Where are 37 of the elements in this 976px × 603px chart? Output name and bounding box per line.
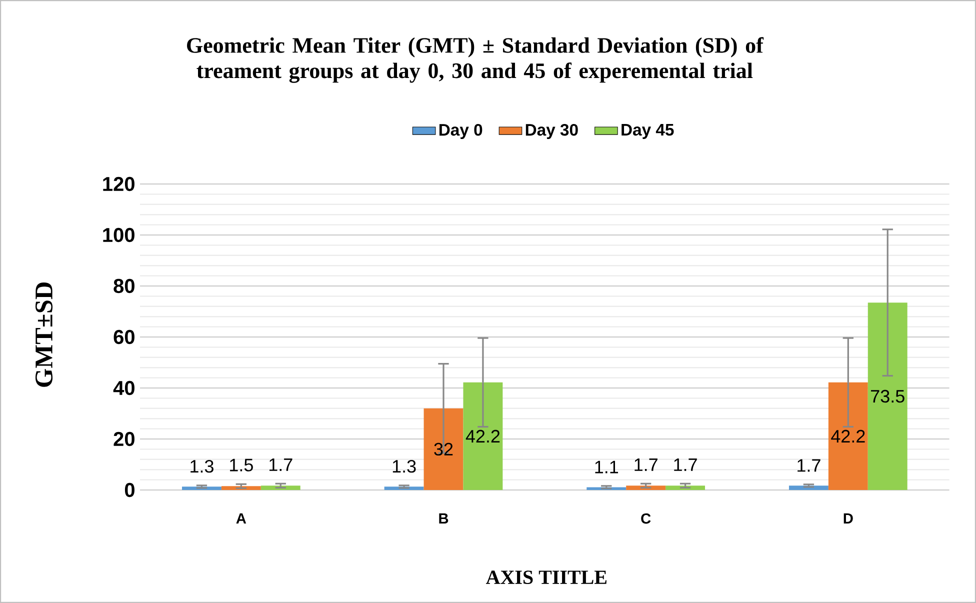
y-tick-label: 120 bbox=[103, 176, 134, 192]
data-label: 1.5 bbox=[230, 458, 253, 472]
bar bbox=[788, 486, 828, 490]
x-axis-title: AXIS TIITLE bbox=[486, 570, 606, 584]
data-label: 1.3 bbox=[190, 460, 214, 473]
y-tick-label: 0 bbox=[124, 482, 134, 498]
data-label: 1.7 bbox=[798, 459, 820, 472]
y-tick-label: 60 bbox=[114, 330, 134, 344]
y-tick-label: 100 bbox=[103, 228, 134, 242]
data-label: 1.1 bbox=[595, 460, 618, 474]
data-label: 1.7 bbox=[269, 458, 292, 471]
y-tick-label: 40 bbox=[113, 380, 134, 396]
bar bbox=[666, 486, 706, 490]
y-axis-title: GMT±SD bbox=[36, 282, 53, 387]
data-label: 32 bbox=[434, 442, 453, 456]
bar bbox=[626, 486, 666, 490]
chart-title: Geometric Mean Titer (GMT) ± Standard Deviation (SD) of treament groups at day 0, 30 and 45 of experemental trial bbox=[187, 37, 764, 83]
legend-label: Day 45 bbox=[622, 124, 674, 139]
x-tick-label: D bbox=[844, 513, 853, 524]
y-tick-label: 20 bbox=[114, 432, 134, 446]
x-tick-label: C bbox=[641, 513, 651, 524]
bar bbox=[868, 302, 908, 490]
data-label: 42.2 bbox=[831, 430, 865, 442]
bar bbox=[221, 486, 261, 490]
data-label: 1.7 bbox=[674, 458, 697, 471]
x-tick-label: A bbox=[236, 513, 246, 524]
data-label: 1.3 bbox=[392, 460, 416, 473]
x-tick-label: B bbox=[439, 513, 448, 524]
bar bbox=[828, 382, 868, 490]
data-label: 73.5 bbox=[871, 390, 904, 403]
y-tick-label: 80 bbox=[114, 278, 134, 294]
legend-label: Day 30 bbox=[526, 124, 578, 140]
bar bbox=[463, 382, 503, 490]
data-label: 1.7 bbox=[634, 458, 658, 471]
data-label: 42.2 bbox=[466, 430, 500, 442]
legend-label: Day 0 bbox=[439, 124, 482, 140]
bar bbox=[260, 486, 300, 490]
